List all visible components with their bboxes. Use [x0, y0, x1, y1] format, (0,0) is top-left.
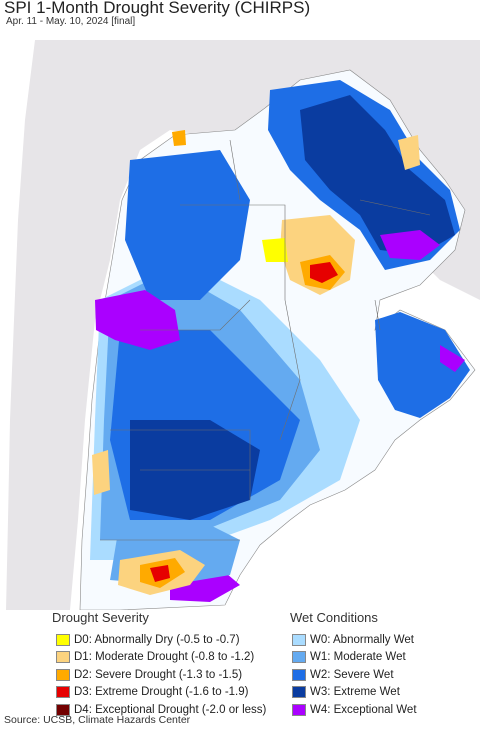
legend-item-w4: W4: Exceptional Wet — [292, 701, 417, 719]
legend-swatch-d4 — [56, 703, 70, 716]
legend-label-d2: D2: Severe Drought (-1.3 to -1.5) — [74, 668, 243, 681]
legend-swatch-w4 — [292, 703, 306, 716]
legend-item-d1: D1: Moderate Drought (-0.8 to -1.2) — [56, 649, 266, 667]
pacific-coast — [0, 40, 35, 610]
legend-label-w0: W0: Abnormally Wet — [310, 633, 414, 646]
legend-item-d3: D3: Extreme Drought (-1.6 to -1.9) — [56, 684, 266, 702]
legend-swatch-d0 — [56, 633, 70, 646]
drought-legend: Drought Severity D0: Abnormally Dry (-0.… — [52, 610, 266, 719]
legend-label-d1: D1: Moderate Drought (-0.8 to -1.2) — [74, 651, 255, 664]
legend-label-d4: D4: Exceptional Drought (-2.0 or less) — [74, 703, 267, 716]
legend-label-w4: W4: Exceptional Wet — [310, 703, 417, 716]
legend-label-d3: D3: Extreme Drought (-1.6 to -1.9) — [74, 686, 249, 699]
source-credit: Source: UCSB, Climate Hazards Center — [4, 714, 191, 726]
legend-item-d2: D2: Severe Drought (-1.3 to -1.5) — [56, 666, 266, 684]
legend-swatch-w1 — [292, 651, 306, 664]
wet-w3-uruguay — [375, 312, 470, 418]
legend-swatch-w3 — [292, 686, 306, 699]
wet-legend-heading: Wet Conditions — [290, 610, 378, 625]
legend-label-w1: W1: Moderate Wet — [310, 651, 406, 664]
legend-item-w0: W0: Abnormally Wet — [292, 631, 417, 649]
province-boundaries — [100, 139, 431, 541]
drought-d3-central — [310, 262, 338, 283]
drought-d1-northeast — [398, 135, 420, 170]
legend-item-w1: W1: Moderate Wet — [292, 649, 417, 667]
legend-label-d0: D0: Abnormally Dry (-0.5 to -0.7) — [74, 633, 240, 646]
map-subtitle: Apr. 11 - May. 10, 2024 [final] — [6, 16, 136, 27]
legend-swatch-d3 — [56, 686, 70, 699]
legend-item-d4: D4: Exceptional Drought (-2.0 or less) — [56, 701, 266, 719]
legend-item-w2: W2: Severe Wet — [292, 666, 417, 684]
legend-swatch-w2 — [292, 668, 306, 681]
wet-w2-north — [125, 150, 250, 300]
drought-legend-heading: Drought Severity — [52, 610, 149, 625]
drought-d0-central — [262, 238, 288, 262]
legend-swatch-d1 — [56, 651, 70, 664]
legend-label-w2: W2: Severe Wet — [310, 668, 394, 681]
map-title: SPI 1-Month Drought Severity (CHIRPS) — [4, 0, 311, 17]
neighbor-land-north — [0, 40, 480, 610]
drought-map — [0, 40, 480, 610]
legend-swatch-d2 — [56, 668, 70, 681]
legend-item-d0: D0: Abnormally Dry (-0.5 to -0.7) — [56, 631, 266, 649]
wet-w4-east — [380, 230, 440, 260]
wet-w4-uruguay — [440, 345, 465, 372]
wet-w4-west — [95, 290, 180, 350]
legend-swatch-w0 — [292, 633, 306, 646]
wet-legend: Wet Conditions W0: Abnormally Wet W1: Mo… — [290, 610, 417, 719]
legend-item-w3: W3: Extreme Wet — [292, 684, 417, 702]
legend-label-w3: W3: Extreme Wet — [310, 686, 400, 699]
drought-d2-north — [172, 130, 186, 146]
drought-d1-andes — [92, 450, 110, 495]
drought-d3-south — [150, 565, 170, 582]
wet-w3-east — [300, 95, 455, 255]
